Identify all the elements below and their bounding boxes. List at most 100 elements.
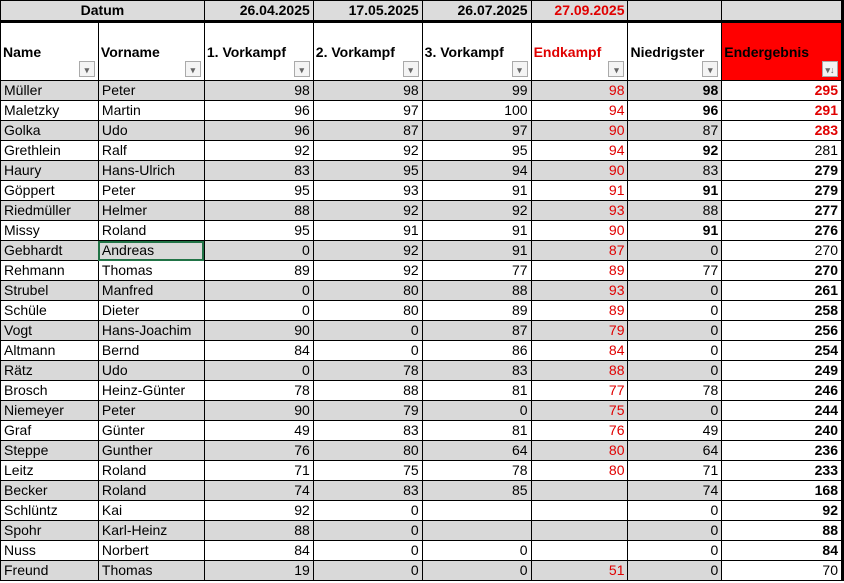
endkampf-cell[interactable]: 93	[530, 280, 629, 301]
niedrigster-cell[interactable]: 64	[627, 440, 723, 461]
vorkampf3-cell[interactable]: 92	[421, 200, 532, 221]
filter-dropdown-icon[interactable]: ▾	[402, 61, 419, 77]
name-cell[interactable]: Vogt	[0, 320, 99, 341]
vorkampf3-cell[interactable]: 81	[421, 420, 532, 441]
name-cell[interactable]: Freund	[0, 560, 99, 581]
vorname-cell[interactable]: Bernd	[97, 340, 205, 361]
name-cell[interactable]: Riedmüller	[0, 200, 99, 221]
niedrigster-cell[interactable]: 92	[627, 140, 723, 161]
name-cell[interactable]: Schüle	[0, 300, 99, 321]
vorkampf3-cell[interactable]: 99	[421, 80, 532, 101]
column-header[interactable]: Name ▾	[0, 21, 99, 81]
endkampf-cell[interactable]: 90	[530, 220, 629, 241]
vorkampf1-cell[interactable]: 78	[203, 380, 314, 401]
name-cell[interactable]: Schlüntz	[0, 500, 99, 521]
endkampf-cell[interactable]: 87	[530, 240, 629, 261]
vorkampf1-cell[interactable]: 92	[203, 500, 314, 521]
vorkampf1-cell[interactable]: 95	[203, 180, 314, 201]
vorkampf2-cell[interactable]: 97	[312, 100, 423, 121]
endergebnis-cell[interactable]: 270	[721, 260, 844, 281]
vorkampf3-cell[interactable]: 91	[421, 220, 532, 241]
vorkampf2-cell[interactable]: 95	[312, 160, 423, 181]
vorkampf2-cell[interactable]: 75	[312, 460, 423, 481]
endergebnis-cell[interactable]: 295	[721, 80, 844, 101]
endkampf-cell[interactable]	[530, 480, 629, 501]
niedrigster-cell[interactable]: 0	[627, 280, 723, 301]
niedrigster-cell[interactable]: 49	[627, 420, 723, 441]
endergebnis-cell[interactable]: 246	[721, 380, 844, 401]
endkampf-cell[interactable]: 93	[530, 200, 629, 221]
vorname-cell[interactable]: Udo	[97, 120, 205, 141]
vorkampf2-cell[interactable]: 0	[312, 340, 423, 361]
endkampf-cell[interactable]: 90	[530, 120, 629, 141]
name-cell[interactable]: Rehmann	[0, 260, 99, 281]
endkampf-cell[interactable]: 98	[530, 80, 629, 101]
endkampf-cell[interactable]: 79	[530, 320, 629, 341]
endergebnis-cell[interactable]: 168	[721, 480, 844, 501]
niedrigster-cell[interactable]: 83	[627, 160, 723, 181]
vorkampf2-cell[interactable]: 88	[312, 380, 423, 401]
name-cell[interactable]: Spohr	[0, 520, 99, 541]
endergebnis-cell[interactable]: 70	[721, 560, 844, 581]
endergebnis-cell[interactable]: 92	[721, 500, 844, 521]
vorkampf1-cell[interactable]: 84	[203, 540, 314, 561]
endkampf-cell[interactable]: 84	[530, 340, 629, 361]
vorname-cell[interactable]: Helmer	[97, 200, 205, 221]
vorkampf1-cell[interactable]: 92	[203, 140, 314, 161]
filter-dropdown-icon[interactable]: ▾	[293, 61, 310, 77]
vorkampf3-cell[interactable]: 77	[421, 260, 532, 281]
endergebnis-cell[interactable]: 276	[721, 220, 844, 241]
vorkampf2-cell[interactable]: 83	[312, 420, 423, 441]
name-cell[interactable]: Niemeyer	[0, 400, 99, 421]
vorname-cell[interactable]: Thomas	[97, 260, 205, 281]
vorname-cell[interactable]: Ralf	[97, 140, 205, 161]
endergebnis-cell[interactable]: 279	[721, 160, 844, 181]
vorkampf1-cell[interactable]: 88	[203, 520, 314, 541]
name-cell[interactable]: Brosch	[0, 380, 99, 401]
vorkampf2-cell[interactable]: 0	[312, 540, 423, 561]
niedrigster-cell[interactable]: 87	[627, 120, 723, 141]
vorname-cell[interactable]: Roland	[97, 220, 205, 241]
column-header[interactable]: 2. Vorkampf ▾	[312, 21, 423, 81]
filter-dropdown-icon[interactable]: ▾	[511, 61, 528, 77]
niedrigster-cell[interactable]: 71	[627, 460, 723, 481]
endkampf-cell[interactable]: 77	[530, 380, 629, 401]
vorkampf2-cell[interactable]: 0	[312, 320, 423, 341]
niedrigster-cell[interactable]: 0	[627, 300, 723, 321]
name-cell[interactable]: Leitz	[0, 460, 99, 481]
vorkampf3-cell[interactable]: 89	[421, 300, 532, 321]
vorname-cell[interactable]: Hans-Joachim	[97, 320, 205, 341]
niedrigster-cell[interactable]: 91	[627, 180, 723, 201]
niedrigster-cell[interactable]: 0	[627, 560, 723, 581]
vorkampf2-cell[interactable]: 87	[312, 120, 423, 141]
endkampf-cell[interactable]: 51	[530, 560, 629, 581]
vorkampf2-cell[interactable]: 79	[312, 400, 423, 421]
vorkampf3-cell[interactable]: 0	[421, 400, 532, 421]
vorkampf2-cell[interactable]: 98	[312, 80, 423, 101]
vorkampf1-cell[interactable]: 0	[203, 240, 314, 261]
niedrigster-cell[interactable]: 91	[627, 220, 723, 241]
vorkampf2-cell[interactable]: 80	[312, 300, 423, 321]
endkampf-cell[interactable]: 94	[530, 140, 629, 161]
endkampf-cell[interactable]	[530, 540, 629, 561]
endergebnis-cell[interactable]: 236	[721, 440, 844, 461]
vorkampf2-cell[interactable]: 92	[312, 240, 423, 261]
filter-dropdown-icon[interactable]: ▾	[702, 61, 719, 77]
name-cell[interactable]: Graf	[0, 420, 99, 441]
vorkampf1-cell[interactable]: 96	[203, 120, 314, 141]
vorkampf1-cell[interactable]: 76	[203, 440, 314, 461]
endkampf-cell[interactable]: 91	[530, 180, 629, 201]
name-cell[interactable]: Golka	[0, 120, 99, 141]
endergebnis-cell[interactable]: 88	[721, 520, 844, 541]
niedrigster-cell[interactable]: 98	[627, 80, 723, 101]
vorkampf1-cell[interactable]: 90	[203, 320, 314, 341]
endkampf-cell[interactable]	[530, 500, 629, 521]
vorkampf1-cell[interactable]: 96	[203, 100, 314, 121]
vorkampf2-cell[interactable]: 0	[312, 560, 423, 581]
niedrigster-cell[interactable]: 0	[627, 340, 723, 361]
endkampf-cell[interactable]: 80	[530, 460, 629, 481]
column-header[interactable]: Endkampf ▾	[530, 21, 629, 81]
name-cell[interactable]: Steppe	[0, 440, 99, 461]
endergebnis-cell[interactable]: 283	[721, 120, 844, 141]
vorkampf1-cell[interactable]: 19	[203, 560, 314, 581]
